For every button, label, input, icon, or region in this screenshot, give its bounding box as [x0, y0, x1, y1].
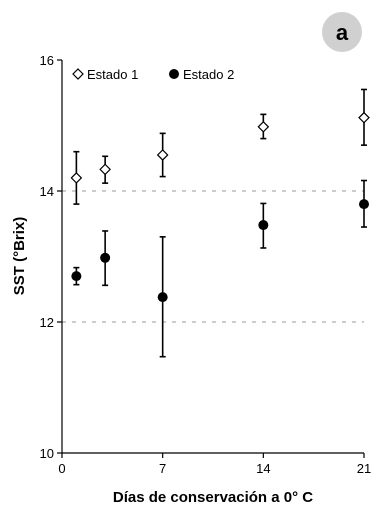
ticks [57, 59, 365, 458]
x-tick-label: 14 [256, 461, 270, 476]
gridlines [62, 190, 364, 323]
data-point-estado-2 [258, 220, 269, 231]
data-point-estado-2 [359, 199, 369, 210]
legend-marker-estado-2 [169, 69, 179, 79]
y-tick-label: 14 [40, 184, 54, 199]
x-tick-label: 0 [58, 461, 65, 476]
data-point-estado-1 [156, 149, 169, 161]
panel-badge: a [322, 12, 362, 52]
legend-label-estado-1: Estado 1 [87, 67, 138, 82]
x-tick-label: 21 [357, 461, 371, 476]
data-point-estado-2 [157, 292, 168, 303]
y-axis-title: SST (°Brix) [11, 217, 28, 296]
tick-labels: 10 12 14 16 0 7 14 21 [40, 53, 371, 476]
x-axis-title: Días de conservación a 0° C [113, 489, 313, 506]
panel-badge-circle [322, 12, 362, 52]
error-bars [73, 88, 367, 358]
legend-label-estado-2: Estado 2 [183, 67, 234, 82]
x-tick-label: 7 [159, 461, 166, 476]
y-tick-label: 12 [40, 315, 54, 330]
data-point-estado-1 [70, 172, 83, 184]
panel-letter: a [336, 20, 349, 45]
y-tick-label: 10 [40, 446, 54, 461]
data-points [70, 111, 370, 303]
y-tick-label: 16 [40, 53, 54, 68]
data-point-estado-1 [257, 120, 270, 133]
legend-marker-estado-1 [72, 68, 84, 80]
legend: Estado 1 Estado 2 [72, 67, 234, 82]
axes [61, 60, 364, 454]
data-point-estado-1 [358, 111, 370, 124]
data-point-estado-1 [99, 163, 111, 176]
data-point-estado-2 [100, 252, 111, 263]
data-point-estado-2 [71, 271, 82, 282]
